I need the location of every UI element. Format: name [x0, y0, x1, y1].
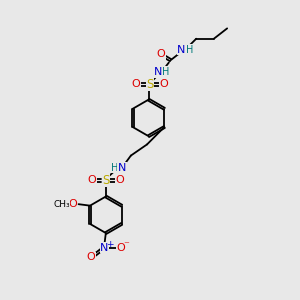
Text: O: O [68, 199, 77, 209]
Text: H: H [111, 163, 118, 173]
Text: S: S [146, 78, 154, 91]
Text: N: N [100, 243, 109, 253]
Text: +: + [106, 240, 113, 249]
Text: N: N [118, 163, 126, 173]
Text: ⁻: ⁻ [124, 240, 129, 250]
Text: O: O [116, 243, 125, 253]
Text: H: H [162, 67, 169, 77]
Text: O: O [87, 252, 95, 262]
Text: CH₃: CH₃ [53, 200, 70, 209]
Text: O: O [160, 79, 169, 89]
Text: S: S [102, 174, 110, 187]
Text: O: O [87, 175, 96, 185]
Text: O: O [131, 79, 140, 89]
Text: H: H [186, 45, 193, 55]
Text: N: N [177, 45, 186, 55]
Text: O: O [116, 175, 124, 185]
Text: N: N [154, 67, 162, 77]
Text: O: O [157, 49, 165, 59]
